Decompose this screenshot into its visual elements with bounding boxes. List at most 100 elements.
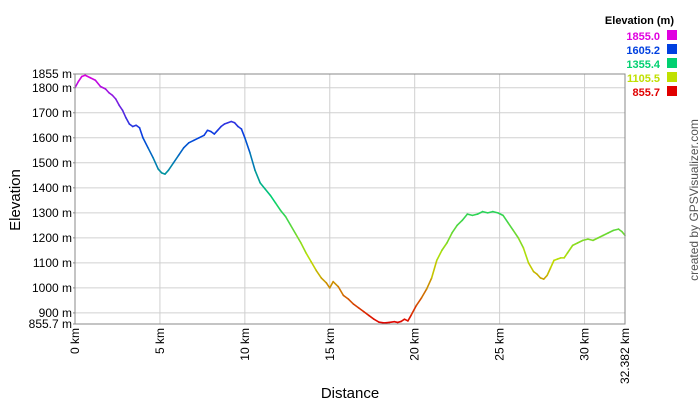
elevation-line [74, 74, 626, 324]
y-tick-label-7: 1200 m [32, 231, 72, 245]
elevation-segment-4 [89, 76, 97, 82]
legend-swatch-0 [667, 30, 677, 40]
legend-value-2: 1355.4 [626, 59, 661, 71]
y-tick-label-4: 1500 m [32, 156, 72, 170]
plot-area [75, 74, 625, 324]
elevation-segment-120 [607, 229, 615, 234]
elevation-segment-6 [99, 85, 107, 90]
elevation-segment-98 [512, 229, 520, 239]
elevation-segment-27 [182, 141, 190, 149]
elevation-segment-86 [451, 224, 458, 234]
legend-value-4: 855.7 [632, 87, 660, 99]
y-tick-label-0: 1855 m [32, 67, 72, 81]
elevation-segment-87 [456, 219, 464, 227]
elevation-segment-61 [332, 280, 340, 288]
elevation-segment-49 [274, 202, 282, 212]
x-tick-label-7: 32.382 km [618, 328, 632, 384]
elevation-segment-105 [542, 274, 548, 280]
elevation-segment-28 [187, 139, 195, 144]
elevation-segment-89 [466, 213, 474, 217]
elevation-segment-34 [213, 129, 219, 135]
elevation-segment-77 [407, 314, 413, 322]
elevation-segment-79 [415, 297, 423, 307]
x-tick-label-0: 0 km [68, 328, 82, 354]
elevation-segment-35 [216, 125, 222, 132]
elevation-segment-30 [198, 134, 205, 139]
elevation-segment-92 [481, 210, 489, 214]
elevation-segment-24 [167, 162, 175, 172]
elevation-segment-112 [566, 244, 574, 254]
elevation-segment-83 [435, 249, 443, 262]
elevation-segment-116 [587, 238, 594, 242]
x-tick-label-2: 10 km [238, 328, 252, 361]
elevation-segment-55 [305, 252, 312, 263]
elevation-segment-45 [254, 169, 261, 184]
elevation-segment-82 [430, 259, 438, 279]
elevation-segment-48 [269, 194, 277, 204]
elevation-segment-11 [118, 104, 124, 112]
elevation-segment-81 [425, 277, 433, 290]
elevation-segment-13 [125, 116, 131, 125]
legend-swatch-2 [667, 58, 677, 68]
elevation-segment-20 [152, 157, 160, 170]
elevation-segment-68 [368, 314, 375, 320]
x-tick-label-6: 30 km [578, 328, 592, 361]
elevation-segment-17 [138, 126, 144, 139]
elevation-segment-59 [325, 282, 331, 289]
legend-swatch-3 [667, 72, 677, 82]
x-tick-label-4: 20 km [408, 328, 422, 361]
elevation-segment-7 [104, 88, 110, 94]
elevation-segment-64 [347, 298, 355, 305]
legend-value-3: 1105.5 [627, 73, 660, 85]
elevation-segment-100 [522, 247, 530, 264]
elevation-segment-0 [74, 80, 80, 89]
elevation-segment-117 [592, 237, 599, 242]
elevation-segment-29 [193, 136, 200, 142]
elevation-segment-101 [527, 262, 535, 273]
elevation-segment-46 [259, 182, 267, 190]
elevation-segment-50 [279, 209, 287, 218]
elevation-segment-53 [295, 233, 302, 244]
elevation-segment-58 [320, 277, 328, 284]
elevation-segment-1 [77, 75, 83, 83]
elevation-segment-95 [497, 212, 504, 217]
elevation-segment-103 [536, 273, 542, 279]
elevation-segment-94 [492, 210, 499, 214]
x-tick-label-5: 25 km [493, 328, 507, 361]
legend-swatch-1 [667, 44, 677, 54]
elevation-segment-114 [576, 239, 584, 244]
x-tick-label-3: 15 km [323, 328, 337, 361]
elevation-segment-69 [373, 318, 380, 323]
legend-title: Elevation (m) [605, 15, 674, 27]
elevation-segment-51 [284, 215, 292, 227]
legend-swatch-4 [667, 86, 677, 96]
elevation-segment-121 [612, 228, 620, 232]
elevation-segment-5 [94, 79, 102, 88]
elevation-segment-47 [264, 188, 272, 197]
y-tick-label-6: 1300 m [32, 206, 72, 220]
elevation-segment-57 [315, 269, 323, 279]
legend-value-1: 1605.2 [626, 45, 660, 57]
credit-text: created by GPSVisualizer.com [687, 119, 700, 281]
elevation-segment-96 [502, 214, 509, 224]
elevation-segment-3 [84, 74, 92, 79]
elevation-segment-40 [233, 121, 239, 128]
y-tick-label-10: 900 m [39, 306, 72, 320]
elevation-segment-62 [337, 285, 345, 297]
elevation-segment-19 [147, 147, 154, 159]
elevation-segment-43 [244, 136, 251, 154]
elevation-segment-97 [507, 222, 515, 232]
elevation-segment-99 [517, 237, 525, 249]
y-tick-label-5: 1400 m [32, 181, 72, 195]
elevation-segment-78 [410, 304, 418, 316]
elevation-segment-106 [546, 267, 552, 277]
elevation-segment-44 [249, 152, 256, 172]
elevation-segment-31 [203, 129, 209, 137]
elevation-segment-113 [571, 242, 579, 247]
elevation-segment-12 [121, 109, 127, 119]
elevation-segment-119 [602, 232, 610, 237]
elevation-segment-107 [549, 259, 555, 269]
elevation-segment-91 [476, 210, 484, 215]
elevation-segment-115 [582, 238, 589, 242]
